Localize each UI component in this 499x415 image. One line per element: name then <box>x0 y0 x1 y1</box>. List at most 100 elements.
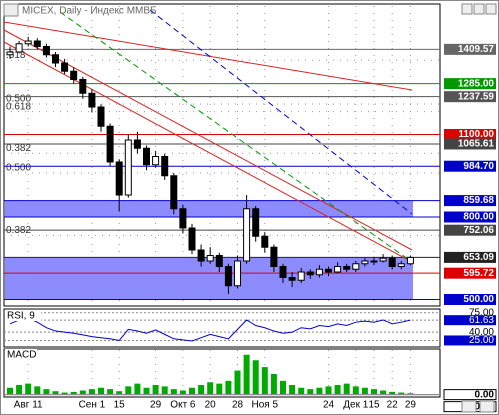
level-label-box <box>444 91 496 103</box>
candle-body <box>97 106 105 127</box>
level-label-box <box>444 160 496 172</box>
macd-bar <box>361 387 368 395</box>
window-icon[interactable] <box>3 3 19 17</box>
macd-bar <box>43 389 50 395</box>
candle-body <box>124 139 132 196</box>
candle-body <box>315 268 323 276</box>
macd-bar <box>70 391 77 395</box>
macd-bar <box>243 354 250 395</box>
x-tick-label: Авг 11 <box>14 400 43 411</box>
candle-body <box>197 249 205 262</box>
x-tick-label: 15 <box>368 400 380 411</box>
candle-body <box>243 208 251 262</box>
scroll-button[interactable] <box>479 400 495 413</box>
y-tick-label: 0.00 <box>475 389 495 400</box>
candle-body <box>215 255 223 267</box>
candle-body <box>161 156 169 177</box>
macd-bar <box>198 385 205 395</box>
minimize-button[interactable] <box>461 3 473 15</box>
candle-body <box>170 175 178 210</box>
level-label: 800.00 <box>463 212 494 223</box>
macd-bar <box>7 387 13 395</box>
x-tick-label: Дек 1 <box>343 400 368 411</box>
level-label: 984.70 <box>463 161 494 172</box>
candle-body <box>61 62 69 72</box>
x-tick-label: 22 <box>387 400 399 411</box>
candle-body <box>252 208 260 237</box>
macd-bar <box>52 391 59 395</box>
panel-title: RSI, 9 <box>7 311 35 322</box>
level-label-box <box>444 267 496 279</box>
macd-bar <box>352 386 359 395</box>
macd-bar <box>79 390 86 395</box>
macd-bar <box>207 382 214 395</box>
tick-label-box <box>444 327 496 338</box>
candle-body <box>206 255 214 262</box>
macd-bar <box>389 391 396 395</box>
macd-bar <box>334 385 341 395</box>
x-tick-label: 15 <box>114 400 126 411</box>
candle-body <box>179 208 187 229</box>
trend-line <box>59 11 413 263</box>
macd-bar <box>170 389 177 395</box>
window-title: MICEX, Daily - Индекс ММВБ <box>22 6 157 17</box>
level-label: 1065.61 <box>458 139 495 150</box>
y-tick-label: 61.63 <box>469 315 494 326</box>
macd-bar <box>398 392 405 395</box>
level-label: 500.00 <box>463 294 494 305</box>
level-band <box>5 200 413 217</box>
x-tick-label: 29 <box>150 400 162 411</box>
candle-body <box>33 40 41 47</box>
level-label-box <box>444 195 496 207</box>
y-tick-label: 40.00 <box>469 327 494 338</box>
panel-title: MACD <box>7 350 36 361</box>
candle-body <box>352 263 360 270</box>
candle-body <box>288 277 296 281</box>
macd-bar <box>161 386 168 395</box>
maximize-button[interactable] <box>473 3 485 15</box>
macd-bar <box>16 385 23 395</box>
macd-bar <box>152 385 159 395</box>
macd-bar <box>270 374 277 395</box>
rsi-panel <box>3 308 441 348</box>
level-label: 1100.00 <box>458 129 494 140</box>
candle-body <box>325 268 332 273</box>
x-tick-label: 24 <box>323 400 335 411</box>
x-tick-label: 20 <box>205 400 217 411</box>
macd-bar <box>98 387 104 395</box>
macd-bar <box>216 383 223 395</box>
candle-body <box>343 266 351 270</box>
candle-body <box>297 271 305 281</box>
close-button[interactable] <box>485 3 497 15</box>
candle-body <box>406 256 414 265</box>
candle-body <box>397 263 405 267</box>
level-label: 1285.00 <box>458 78 495 89</box>
level-label-box <box>444 294 496 305</box>
y-tick-label: 25.00 <box>469 335 494 346</box>
macd-bar <box>343 383 350 395</box>
candle-body <box>279 266 287 278</box>
level-label-box <box>444 78 496 90</box>
panel-title-box <box>5 349 37 360</box>
x-tick-label: Ноя 5 <box>252 400 279 411</box>
level-label: 859.68 <box>463 195 494 206</box>
macd-bar <box>407 393 414 395</box>
level-label-box <box>444 224 496 236</box>
macd-bar <box>316 387 323 395</box>
level-label-box <box>444 211 496 223</box>
candle-body <box>6 51 14 56</box>
candle-body <box>143 147 150 166</box>
scroll-button[interactable] <box>461 400 477 413</box>
x-tick-label: 28 <box>232 400 244 411</box>
candle-body <box>42 46 50 56</box>
fib-label: 0.500 <box>6 94 31 105</box>
trend-line <box>3 29 413 251</box>
candle-body <box>79 79 87 94</box>
macd-bar <box>289 385 296 395</box>
candle-body <box>234 260 241 287</box>
candle-body <box>370 260 378 263</box>
fib-label: 0.500 <box>6 163 31 174</box>
candle-body <box>88 92 96 108</box>
macd-bar <box>371 389 377 395</box>
macd-bar <box>225 380 232 395</box>
